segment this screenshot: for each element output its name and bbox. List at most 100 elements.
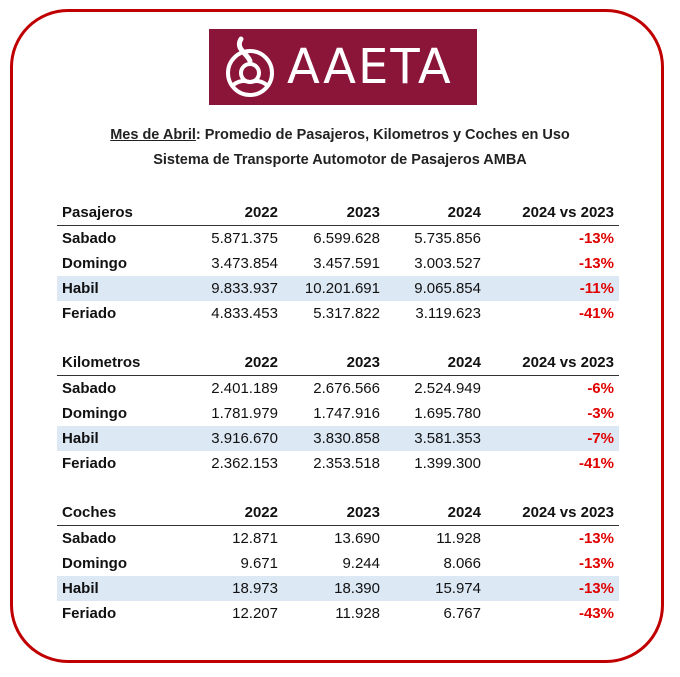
table-row: Feriado 2.362.153 2.353.518 1.399.300 -4… [57,451,619,476]
bus-wheel-icon [226,36,274,97]
header-2022: 2022 [172,500,282,526]
cell-2023: 6.599.628 [313,230,380,247]
cell-2022: 12.871 [232,530,278,547]
table-header-row: Coches 2022 2023 2024 2024 vs 2023 [57,500,619,526]
table-row: Sabado 5.871.375 6.599.628 5.735.856 -13… [57,226,619,252]
row-label: Sabado [62,530,117,547]
cell-variation: -7% [485,426,619,451]
table-row: Domingo 1.781.979 1.747.916 1.695.780 -3… [57,401,619,426]
cell-2022: 3.473.854 [211,255,278,272]
row-label: Domingo [62,405,127,422]
table-row: Habil 18.973 18.390 15.974 -13% [57,576,619,601]
cell-2022: 9.671 [240,555,278,572]
cell-variation: -13% [578,230,614,247]
table-row: Sabado 12.871 13.690 11.928 -13% [57,526,619,552]
cell-2022: 4.833.453 [211,305,278,322]
header-label: Coches [57,500,172,526]
row-label: Sabado [62,230,117,247]
cell-variation: -41% [578,305,614,322]
cell-2023: 13.690 [334,530,380,547]
table-row: Habil 3.916.670 3.830.858 3.581.353 -7% [57,426,619,451]
cell-2024: 3.003.527 [414,255,481,272]
cell-variation: -13% [578,530,614,547]
cell-2022: 5.871.375 [211,230,278,247]
cell-2022: 3.916.670 [172,426,282,451]
header-2024: 2024 [384,500,485,526]
cell-2023: 18.390 [282,576,384,601]
cell-2024: 1.695.780 [414,405,481,422]
header-2023: 2023 [282,500,384,526]
table-row: Sabado 2.401.189 2.676.566 2.524.949 -6% [57,376,619,402]
cell-2022: 12.207 [232,605,278,622]
page-title: Mes de Abril: Promedio de Pasajeros, Kil… [0,127,680,143]
cell-2024: 8.066 [443,555,481,572]
table-header-row: Pasajeros 2022 2023 2024 2024 vs 2023 [57,200,619,226]
cell-2023: 1.747.916 [313,405,380,422]
cell-2024: 15.974 [384,576,485,601]
header-2024: 2024 [384,200,485,226]
cell-2024: 2.524.949 [414,380,481,397]
logo-text: AAETA [287,39,453,95]
cell-2024: 11.928 [436,530,481,547]
title-month: Mes de Abril [110,127,196,143]
cell-2024: 5.735.856 [414,230,481,247]
header-2024: 2024 [384,350,485,376]
cell-variation: -43% [578,605,614,622]
header-2023: 2023 [282,350,384,376]
header-2022: 2022 [172,350,282,376]
cell-2022: 9.833.937 [172,276,282,301]
row-label: Habil [57,576,172,601]
cell-2023: 5.317.822 [313,305,380,322]
cell-variation: -6% [587,380,614,397]
pasajeros-table: Pasajeros 2022 2023 2024 2024 vs 2023 Sa… [57,200,619,326]
rounded-frame [10,9,664,663]
cell-2022: 1.781.979 [211,405,278,422]
header-variation: 2024 vs 2023 [485,200,619,226]
coches-table: Coches 2022 2023 2024 2024 vs 2023 Sabad… [57,500,619,626]
cell-2024: 3.119.623 [415,305,481,322]
cell-2023: 11.928 [335,605,380,622]
cell-2023: 3.457.591 [313,255,380,272]
row-label: Domingo [62,555,127,572]
aaeta-logo: AAETA [209,29,477,105]
cell-2022: 2.362.153 [211,455,278,472]
table-row: Feriado 12.207 11.928 6.767 -43% [57,601,619,626]
cell-2023: 9.244 [342,555,380,572]
cell-2024: 3.581.353 [384,426,485,451]
cell-2022: 18.973 [172,576,282,601]
cell-2023: 2.353.518 [313,455,380,472]
page-subtitle: Sistema de Transporte Automotor de Pasaj… [153,152,527,168]
table-row: Domingo 3.473.854 3.457.591 3.003.527 -1… [57,251,619,276]
cell-variation: -13% [578,555,614,572]
row-label: Sabado [62,380,117,397]
row-label: Habil [57,426,172,451]
table-row: Habil 9.833.937 10.201.691 9.065.854 -11… [57,276,619,301]
header-variation: 2024 vs 2023 [485,350,619,376]
cell-2024: 1.399.300 [414,455,481,472]
cell-2023: 10.201.691 [282,276,384,301]
row-label: Feriado [62,455,117,472]
cell-2024: 6.767 [443,605,481,622]
header-variation: 2024 vs 2023 [485,500,619,526]
cell-2023: 2.676.566 [313,380,380,397]
title-rest: : Promedio de Pasajeros, Kilometros y Co… [195,127,570,143]
cell-variation: -11% [485,276,619,301]
row-label: Domingo [62,255,127,272]
cell-variation: -13% [578,255,614,272]
header-2023: 2023 [282,200,384,226]
header-label: Pasajeros [57,200,172,226]
row-label: Feriado [62,305,117,322]
table-row: Feriado 4.833.453 5.317.822 3.119.623 -4… [57,301,619,326]
cell-2024: 9.065.854 [384,276,485,301]
cell-variation: -41% [578,455,614,472]
cell-2022: 2.401.189 [211,380,278,397]
header-label: Kilometros [57,350,172,376]
cell-variation: -3% [587,405,614,422]
row-label: Feriado [62,605,117,622]
cell-variation: -13% [485,576,619,601]
table-header-row: Kilometros 2022 2023 2024 2024 vs 2023 [57,350,619,376]
table-row: Domingo 9.671 9.244 8.066 -13% [57,551,619,576]
row-label: Habil [57,276,172,301]
header-2022: 2022 [172,200,282,226]
cell-2023: 3.830.858 [282,426,384,451]
